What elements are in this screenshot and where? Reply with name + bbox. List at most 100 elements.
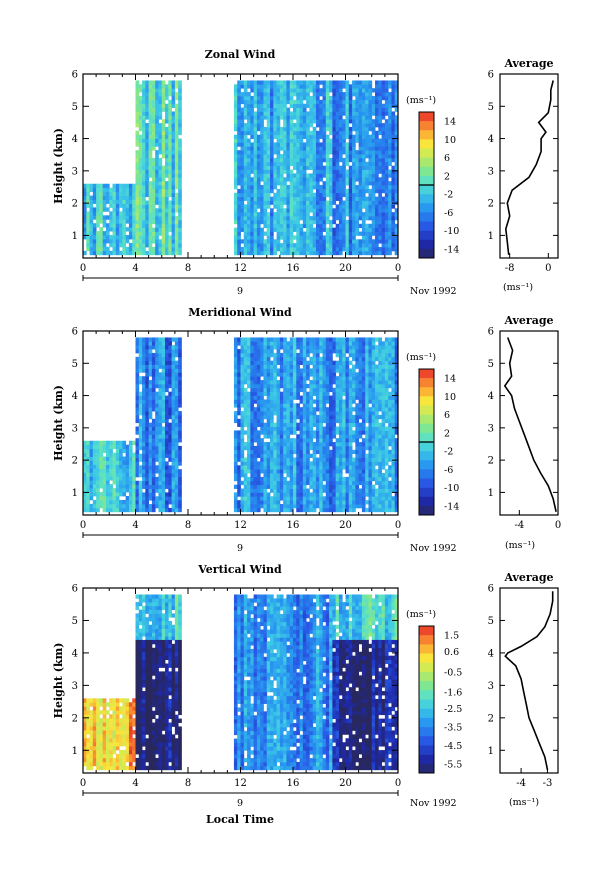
heat-cell <box>335 80 340 85</box>
heat-cell <box>135 488 140 493</box>
heat-cell <box>142 247 146 252</box>
heat-cell <box>247 247 251 252</box>
heat-cell <box>273 204 277 209</box>
heat-cell <box>309 192 314 198</box>
heat-cell <box>388 84 392 89</box>
heat-cell <box>283 438 287 443</box>
heat-cell <box>375 185 379 190</box>
heat-cell <box>394 212 399 217</box>
heat-cell <box>148 231 153 236</box>
heat-cell <box>273 430 277 435</box>
heat-cell <box>286 165 291 170</box>
heat-cell <box>365 177 369 182</box>
heat-cell <box>286 177 291 182</box>
heat-cell <box>306 492 310 497</box>
heat-cell <box>312 500 317 505</box>
heat-cell <box>253 376 258 381</box>
heat-cell <box>289 426 294 431</box>
heat-cell <box>293 411 297 416</box>
heat-cell <box>99 207 104 212</box>
heat-cell <box>315 111 320 116</box>
heat-cell <box>256 414 261 420</box>
heat-cell <box>165 387 169 393</box>
heat-cell <box>286 192 291 198</box>
heat-cell <box>378 88 382 93</box>
heat-cell <box>151 99 156 105</box>
heat-cell <box>233 395 238 400</box>
heat-cell <box>155 383 159 389</box>
heat-cell <box>233 341 238 346</box>
heat-cell <box>296 123 300 128</box>
heat-cell <box>168 414 172 420</box>
heat-cell <box>286 387 291 393</box>
heat-cell <box>342 165 346 170</box>
heat-cell <box>270 414 274 420</box>
heat-cell <box>233 496 238 501</box>
heat-cell <box>299 356 304 362</box>
heat-cell <box>286 445 291 451</box>
heat-cell <box>142 492 146 497</box>
heat-cell <box>92 207 97 212</box>
heat-cell <box>247 192 251 198</box>
heat-cell <box>375 235 379 240</box>
heat-cell <box>345 103 350 108</box>
heat-cell <box>365 185 369 190</box>
heat-cell <box>155 356 159 362</box>
heat-cell <box>250 352 255 358</box>
heat-cell <box>165 107 169 112</box>
heat-cell <box>266 473 271 478</box>
heat-cell <box>178 165 182 170</box>
heat-cell <box>83 448 87 453</box>
heat-cell <box>293 138 297 143</box>
heat-cell <box>132 480 136 485</box>
heat-cell <box>145 480 150 486</box>
heat-cell <box>135 115 140 120</box>
heat-cell <box>151 185 156 190</box>
heat-cell <box>332 212 337 217</box>
heat-cell <box>178 111 182 116</box>
heat-cell <box>319 185 323 190</box>
heat-cell <box>243 185 248 190</box>
heat-cell <box>237 177 241 182</box>
heat-cell <box>109 452 113 457</box>
heat-cell <box>338 231 343 236</box>
heat-cell <box>178 476 182 482</box>
heat-cell <box>270 154 274 159</box>
heat-cell <box>247 391 251 396</box>
heat-cell <box>112 492 117 497</box>
heat-cell <box>299 243 304 248</box>
heat-cell <box>151 442 156 447</box>
heat-cell <box>165 500 169 505</box>
heat-cell <box>375 84 379 89</box>
heat-cell <box>253 142 258 147</box>
heat-cell <box>299 103 304 108</box>
heat-cell <box>145 111 150 116</box>
heat-cell <box>309 507 314 513</box>
heat-cell <box>384 181 389 186</box>
heat-cell <box>312 235 317 240</box>
heat-cell <box>286 212 291 217</box>
heat-cell <box>263 92 268 97</box>
heat-cell <box>99 183 104 189</box>
heat-cell <box>296 219 300 225</box>
heat-cell <box>293 368 297 373</box>
heat-cell <box>332 219 337 225</box>
heat-cell <box>247 434 251 439</box>
heat-cell <box>96 484 100 489</box>
heat-cell <box>115 191 120 196</box>
heat-cell <box>253 196 258 201</box>
heat-cell <box>391 154 396 159</box>
heat-cell <box>306 92 310 97</box>
heat-cell <box>161 484 166 489</box>
heat-cell <box>138 395 143 400</box>
heat-cell <box>148 227 153 232</box>
heat-cell <box>388 196 392 201</box>
heat-cell <box>309 119 314 124</box>
heat-cell <box>368 181 373 186</box>
heat-cell <box>151 480 156 486</box>
heat-cell <box>165 103 169 108</box>
heat-cell <box>371 99 376 105</box>
heat-cell <box>296 208 300 213</box>
heat-cell <box>115 472 120 477</box>
heat-cell <box>286 243 291 248</box>
